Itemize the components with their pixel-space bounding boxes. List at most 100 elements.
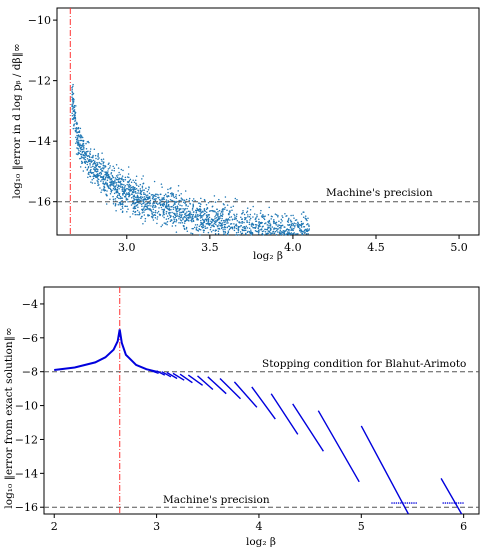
scatter-point <box>117 178 119 181</box>
scatter-point <box>246 210 249 213</box>
scatter-point <box>72 108 74 110</box>
scatter-point <box>202 223 204 225</box>
scatter-point <box>213 222 216 225</box>
scatter-point <box>126 188 129 190</box>
scatter-point <box>287 224 289 226</box>
scatter-point <box>175 195 177 198</box>
scatter-point <box>246 227 249 229</box>
scatter-point <box>117 184 120 186</box>
scatter-point <box>111 169 113 171</box>
scatter-point <box>259 225 261 227</box>
scatter-point <box>75 122 77 125</box>
top-x-axis: 3.0 3.5 4.0 4.5 5.0 <box>118 235 468 254</box>
scatter-point <box>75 126 78 129</box>
scatter-point <box>157 194 159 196</box>
scatter-point <box>191 232 194 235</box>
scatter-point <box>188 214 190 216</box>
scatter-point <box>201 216 203 219</box>
scatter-point <box>163 211 165 213</box>
floor-point <box>462 502 464 504</box>
scatter-point <box>184 220 186 222</box>
scatter-point <box>243 229 245 232</box>
scatter-point <box>84 160 86 163</box>
scatter-point <box>113 169 115 172</box>
scatter-point <box>273 222 275 225</box>
scatter-point <box>76 132 78 134</box>
scatter-point <box>154 204 156 207</box>
scatter-point <box>105 171 108 174</box>
scatter-point <box>204 225 206 228</box>
scatter-point <box>304 215 307 217</box>
scatter-point <box>269 232 271 234</box>
scatter-point <box>211 224 213 226</box>
scatter-point <box>190 219 192 222</box>
scatter-point <box>248 216 251 218</box>
top-chart: 3.0 3.5 4.0 4.5 5.0 −10 −12 −14 −16 Machine's p… <box>11 7 480 262</box>
scatter-point <box>224 206 226 209</box>
scatter-point <box>147 189 150 191</box>
scatter-point <box>235 233 238 236</box>
scatter-point <box>139 202 141 205</box>
scatter-point <box>88 155 91 158</box>
scatter-point <box>180 197 183 199</box>
scatter-point <box>89 150 91 153</box>
scatter-point <box>144 217 147 220</box>
scatter-point <box>105 175 108 177</box>
scatter-point <box>107 170 109 172</box>
scatter-point <box>252 205 254 208</box>
scatter-point <box>179 222 182 224</box>
scatter-point <box>156 216 159 218</box>
scatter-point <box>125 194 127 197</box>
scatter-point <box>181 205 183 207</box>
scatter-point <box>118 193 121 195</box>
scatter-point <box>113 192 116 195</box>
scatter-point <box>145 194 147 197</box>
top-x-tick-label: 3.5 <box>201 241 219 254</box>
scatter-point <box>237 226 240 229</box>
scatter-point <box>154 195 156 197</box>
scatter-point <box>261 230 264 233</box>
scatter-point <box>102 176 105 178</box>
scatter-point <box>236 198 238 201</box>
scatter-point <box>200 225 203 228</box>
scatter-point <box>71 105 74 107</box>
scatter-point <box>256 215 258 218</box>
scatter-point <box>154 209 157 212</box>
scatter-point <box>146 205 149 207</box>
scatter-point <box>96 173 98 176</box>
scatter-point <box>106 182 108 185</box>
scatter-point <box>119 177 121 180</box>
scatter-point <box>153 198 155 201</box>
scatter-point <box>171 225 174 227</box>
scatter-point <box>269 233 272 236</box>
scatter-point <box>226 226 228 229</box>
scatter-point <box>155 198 157 200</box>
scatter-point <box>168 206 170 208</box>
scatter-point <box>230 206 232 209</box>
scatter-point <box>77 153 79 156</box>
scatter-point <box>185 216 187 218</box>
scatter-point <box>93 168 96 170</box>
scatter-point <box>252 216 254 218</box>
floor-point <box>457 502 460 504</box>
top-y-tick-label: −10 <box>28 14 51 27</box>
scatter-point <box>137 206 139 208</box>
scatter-point <box>275 214 278 216</box>
scatter-point <box>77 151 80 154</box>
scatter-point <box>248 227 251 229</box>
scatter-point <box>132 190 135 192</box>
scatter-point <box>71 115 74 117</box>
scatter-point <box>215 220 217 222</box>
scatter-point <box>161 198 163 201</box>
scatter-point <box>273 227 275 230</box>
scatter-point <box>81 136 84 139</box>
scatter-point <box>136 184 138 186</box>
scatter-point <box>136 209 139 212</box>
scatter-point <box>272 220 275 223</box>
scatter-point <box>148 208 151 211</box>
scatter-point <box>288 224 290 227</box>
scatter-point <box>101 167 104 169</box>
scatter-point <box>84 166 87 169</box>
scatter-point <box>224 223 227 226</box>
